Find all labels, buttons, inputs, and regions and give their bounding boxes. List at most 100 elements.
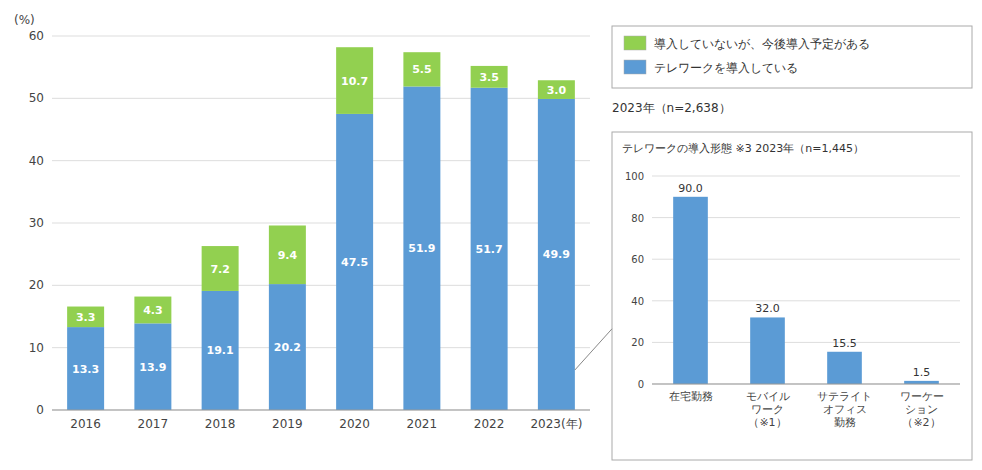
x-tick-label: 2022 xyxy=(474,417,505,431)
x-tick-label: 2023(年) xyxy=(530,417,582,431)
bar xyxy=(471,88,508,410)
x-tick-line: モバイル xyxy=(746,390,790,403)
data-label: 3.0 xyxy=(547,84,567,97)
bar xyxy=(202,246,239,291)
x-tick-line: サテライト xyxy=(817,390,872,403)
data-label: 5.5 xyxy=(412,63,432,76)
x-tick-line: 在宅勤務 xyxy=(669,390,713,403)
x-tick-line: 勤務 xyxy=(834,416,856,429)
data-labels: 13.3 13.9 19.1 20.2 47.5 51.9 51.7 49.9 3.3 4.3 7.… xyxy=(72,63,570,375)
grid-line xyxy=(52,410,590,411)
x-tick-line: 2017 xyxy=(138,417,169,431)
x-tick-line: ワーク xyxy=(751,403,784,416)
data-label: 7.2 xyxy=(210,263,230,276)
bars xyxy=(67,47,575,410)
data-label: 51.9 xyxy=(408,242,435,255)
x-tick-line: 2016 xyxy=(70,417,101,431)
inset-frame xyxy=(612,132,972,460)
x-tick-label: サテライトオフィス勤務 xyxy=(817,390,872,429)
bar xyxy=(827,352,862,384)
x-tick-label: ワーケーション（※2） xyxy=(900,390,944,429)
y-tick-label: 0 xyxy=(638,379,644,390)
data-label: 51.7 xyxy=(476,243,503,256)
grid-line xyxy=(52,285,590,286)
x-tick-line: 2022 xyxy=(474,417,505,431)
x-tick-label: 在宅勤務 xyxy=(669,390,713,403)
data-label: 49.9 xyxy=(543,248,570,261)
x-tick-line: 2023(年) xyxy=(530,417,582,431)
callout-line xyxy=(575,329,612,370)
bar xyxy=(202,291,239,410)
bar xyxy=(67,307,104,328)
y-tick-label: 20 xyxy=(631,337,644,348)
y-tick-label: 40 xyxy=(631,296,644,307)
bar xyxy=(269,284,306,410)
y-tick-label: 60 xyxy=(631,254,644,265)
x-tick-label: モバイルワーク（※1） xyxy=(746,390,790,429)
legend-swatch xyxy=(624,36,646,50)
grid-line xyxy=(52,347,590,348)
legend-label: 導入していないが、今後導入予定がある xyxy=(654,37,870,51)
x-tick-line: ション xyxy=(905,403,938,416)
y-tick-label: 10 xyxy=(29,341,44,355)
bar xyxy=(403,86,440,410)
x-tick-line: （※1） xyxy=(748,416,786,429)
y-tick-label: 0 xyxy=(36,403,44,417)
x-tick-label: 2019 xyxy=(272,417,303,431)
y-tick-label: 80 xyxy=(631,213,644,224)
annotation: 2023年（n=2,638） xyxy=(612,101,731,115)
y-tick-label: 20 xyxy=(29,278,44,292)
x-tick-line: 2021 xyxy=(407,417,438,431)
bar xyxy=(538,80,575,99)
x-tick-label: 2016 xyxy=(70,417,101,431)
x-tick-line: （※2） xyxy=(902,416,940,429)
bar xyxy=(269,225,306,284)
chart-root: 010203040506013.313.919.120.247.551.951.… xyxy=(0,0,982,470)
data-label: 19.1 xyxy=(207,344,234,357)
grid-line xyxy=(52,223,590,224)
main: 010203040506013.313.919.120.247.551.951.… xyxy=(29,29,590,431)
data-label: 47.5 xyxy=(341,256,368,269)
y-axis-label: (%) xyxy=(14,13,35,27)
data-label: 90.0 xyxy=(678,182,703,195)
legend-frame xyxy=(612,26,972,88)
y-tick-label: 100 xyxy=(625,171,644,182)
bar xyxy=(403,52,440,86)
legend-swatch xyxy=(624,60,646,74)
bars xyxy=(673,197,939,384)
x-tick-label: 2021 xyxy=(407,417,438,431)
data-label: 20.2 xyxy=(274,341,301,354)
grid-line xyxy=(52,36,590,37)
x-tick-line: 2019 xyxy=(272,417,303,431)
data-label: 13.3 xyxy=(72,363,99,376)
legend-label: テレワークを導入している xyxy=(654,61,798,75)
data-label: 13.9 xyxy=(139,361,166,374)
x-tick-line: オフィス xyxy=(823,403,867,416)
inset: 02040608010090.032.015.51.5在宅勤務モバイルワーク（※… xyxy=(625,171,960,429)
bar xyxy=(134,323,171,410)
bar xyxy=(67,327,104,410)
x-tick-line: ワーケー xyxy=(900,390,944,403)
data-label: 4.3 xyxy=(143,304,163,317)
x-tick-line: 2020 xyxy=(339,417,370,431)
data-label: 9.4 xyxy=(278,249,298,262)
bar xyxy=(471,66,508,88)
y-tick-label: 40 xyxy=(29,154,44,168)
x-axis-line xyxy=(652,384,960,385)
grid-line xyxy=(52,98,590,99)
data-label: 32.0 xyxy=(755,302,780,315)
data-label: 10.7 xyxy=(341,75,368,88)
data-label: 3.3 xyxy=(76,311,96,324)
x-tick-label: 2018 xyxy=(205,417,236,431)
data-label: 1.5 xyxy=(913,366,931,379)
bar xyxy=(673,197,708,384)
grid-line xyxy=(52,160,590,161)
y-tick-label: 30 xyxy=(29,216,44,230)
legend: 導入していないが、今後導入予定があるテレワークを導入している xyxy=(612,26,972,88)
x-axis-line xyxy=(52,410,590,411)
data-label: 3.5 xyxy=(479,71,499,84)
grid-line xyxy=(652,176,960,177)
x-tick-line: 2018 xyxy=(205,417,236,431)
bar xyxy=(538,99,575,410)
inset-title: テレワークの導入形態 ※3 2023年（n=1,445） xyxy=(622,142,864,155)
